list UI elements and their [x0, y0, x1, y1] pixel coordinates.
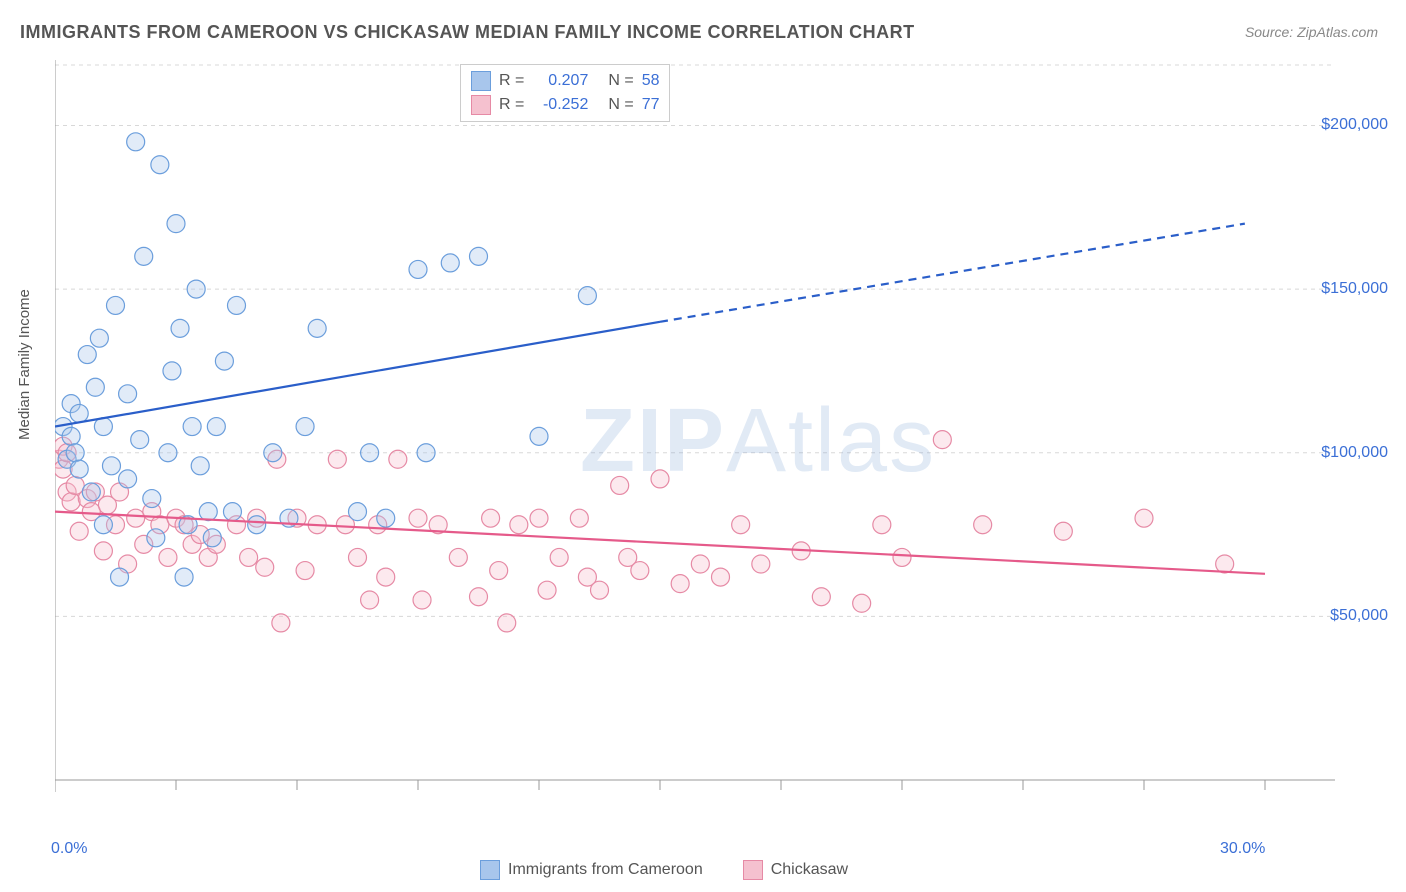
- legend-label: Chickasaw: [771, 861, 848, 879]
- legend-item: Immigrants from Cameroon: [480, 860, 703, 880]
- legend-swatch: [743, 860, 763, 880]
- correlation-legend: R = 0.207 N = 58 R = -0.252 N = 77: [460, 64, 670, 122]
- n-label: N =: [608, 96, 633, 114]
- scatter-plot: [55, 60, 1345, 820]
- legend-item: Chickasaw: [743, 860, 848, 880]
- legend-row: R = 0.207 N = 58: [471, 69, 659, 93]
- n-label: N =: [608, 72, 633, 90]
- x-tick-label: 0.0%: [51, 840, 87, 858]
- chart-title: IMMIGRANTS FROM CAMEROON VS CHICKASAW ME…: [20, 22, 915, 43]
- legend-row: R = -0.252 N = 77: [471, 93, 659, 117]
- n-value: 77: [642, 96, 660, 114]
- y-tick-label: $150,000: [1321, 280, 1388, 298]
- x-tick-label: 30.0%: [1220, 840, 1265, 858]
- r-value: 0.207: [532, 72, 588, 90]
- series-legend: Immigrants from Cameroon Chickasaw: [480, 860, 848, 880]
- y-tick-label: $50,000: [1330, 607, 1388, 625]
- source-attribution: Source: ZipAtlas.com: [1245, 24, 1378, 40]
- legend-swatch: [480, 860, 500, 880]
- y-axis-label: Median Family Income: [16, 289, 33, 440]
- legend-swatch: [471, 95, 491, 115]
- chart-area: [55, 60, 1345, 820]
- legend-swatch: [471, 71, 491, 91]
- r-value: -0.252: [532, 96, 588, 114]
- n-value: 58: [642, 72, 660, 90]
- legend-label: Immigrants from Cameroon: [508, 861, 703, 879]
- y-tick-label: $100,000: [1321, 444, 1388, 462]
- r-label: R =: [499, 96, 524, 114]
- y-tick-label: $200,000: [1321, 116, 1388, 134]
- r-label: R =: [499, 72, 524, 90]
